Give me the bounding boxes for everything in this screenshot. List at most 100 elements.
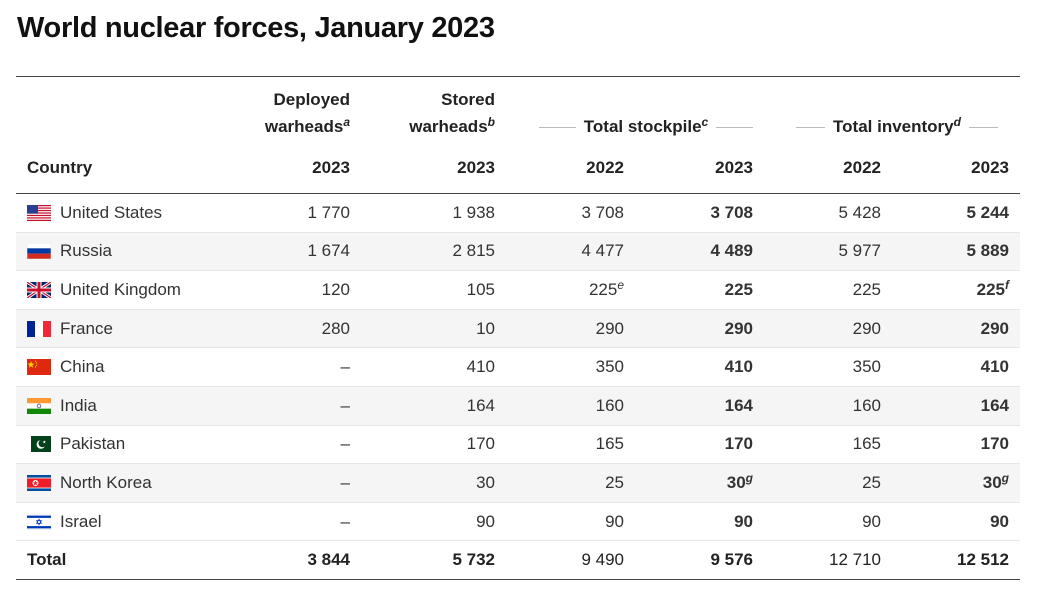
header-total-stockpile: Total stockpilec: [539, 113, 754, 141]
value-cell-inv23: 90: [881, 502, 1009, 542]
value-cell-inv22: 165: [753, 425, 881, 465]
value-cell-stock22: 290: [495, 309, 624, 349]
value-inv23: 5 889: [966, 241, 1009, 261]
value-inv22: 165: [852, 434, 881, 454]
value-stored: 164: [466, 395, 495, 415]
value-stored: 10: [476, 318, 495, 338]
uk-flag-icon: [26, 280, 52, 300]
header-deployed-warheads: Deployed warheadsa: [230, 86, 350, 140]
pakistan-flag-icon: [27, 436, 51, 453]
value-stored: 410: [466, 357, 495, 377]
value-inv23: 30: [982, 472, 1002, 492]
value-stored: 1 938: [452, 202, 495, 222]
spacer-cell: [1009, 194, 1020, 233]
value-cell-stock22: 25: [495, 463, 624, 503]
china-flag-icon: [27, 359, 51, 376]
france-flag-icon: [27, 320, 51, 337]
spacer-cell: [1009, 309, 1020, 349]
country-name: Israel: [60, 511, 102, 531]
table-row: India – 164 160 164 160 164: [16, 386, 1020, 426]
table-row: United States 1 770 1 938 3 708 3 708 5 428 5 …: [16, 194, 1020, 233]
value-inv22: 5 977: [838, 241, 881, 261]
israel-flag-icon: [26, 513, 52, 530]
header-year: 2022: [843, 158, 881, 177]
value-inv23: 5 244: [966, 202, 1009, 222]
spacer-cell: [1009, 463, 1020, 503]
value-cell-stock22: 3 708: [495, 194, 624, 233]
value-cell-stock23: 30g: [624, 463, 753, 503]
value-stock22: 350: [595, 357, 624, 377]
value-deployed: 1 674: [307, 241, 350, 261]
value-cell-deployed: –: [248, 463, 350, 503]
value-cell-stock23: 290: [624, 309, 753, 349]
value-inv22: 25: [862, 472, 881, 492]
value-stock23: 3 708: [710, 202, 753, 222]
total-label: Total: [16, 540, 248, 580]
value-stock22: 165: [595, 434, 624, 454]
value-inv22: 290: [852, 318, 881, 338]
value-inv22: 350: [852, 357, 881, 377]
value-cell-stock22: 4 477: [495, 232, 624, 272]
header-rule-right: [968, 126, 998, 128]
total-stock22: 9 490: [495, 540, 624, 580]
value-cell-inv23: 30g: [881, 463, 1009, 503]
value-stock23: 290: [724, 318, 753, 338]
nuclear-forces-table: United States 1 770 1 938 3 708 3 708 5 428 5 …: [16, 194, 1020, 580]
value-stock23: 170: [724, 434, 753, 454]
country-cell: China: [16, 347, 248, 387]
header-country: Country: [27, 158, 93, 177]
country-cell: North Korea: [16, 463, 248, 503]
country-cell: Russia: [16, 232, 248, 272]
russia-flag-icon: [26, 243, 52, 260]
value-cell-inv22: 5 977: [753, 232, 881, 272]
value-stock22: 90: [605, 511, 624, 531]
country-name: United Kingdom: [60, 279, 181, 299]
value-cell-deployed: 280: [248, 309, 350, 349]
value-deployed: –: [340, 472, 350, 492]
value-cell-stored: 10: [350, 309, 495, 349]
value-cell-inv22: 290: [753, 309, 881, 349]
footnote-marker: e: [617, 277, 624, 292]
value-cell-stock23: 3 708: [624, 194, 753, 233]
value-cell-stored: 30: [350, 463, 495, 503]
country-name: China: [60, 357, 105, 377]
country-name: Pakistan: [60, 434, 126, 454]
value-inv23: 170: [980, 434, 1009, 454]
spacer-cell: [1009, 502, 1020, 542]
value-cell-stored: 1 938: [350, 194, 495, 233]
value-cell-stock23: 90: [624, 502, 753, 542]
value-deployed: –: [340, 511, 350, 531]
value-cell-stock22: 165: [495, 425, 624, 465]
value-inv22: 90: [862, 511, 881, 531]
value-cell-stored: 164: [350, 386, 495, 426]
value-inv22: 160: [852, 395, 881, 415]
total-deployed: 3 844: [248, 540, 350, 580]
value-cell-inv23: 170: [881, 425, 1009, 465]
page-title: World nuclear forces, January 2023: [17, 12, 495, 44]
value-cell-deployed: –: [248, 386, 350, 426]
country-name: United States: [60, 202, 163, 222]
value-inv22: 225: [852, 279, 881, 299]
header-year: 2023: [971, 158, 1009, 177]
value-deployed: –: [340, 357, 350, 377]
value-cell-inv22: 25: [753, 463, 881, 503]
footnote-c: c: [701, 115, 709, 129]
value-inv23: 410: [980, 357, 1009, 377]
header-rule: [16, 193, 1020, 194]
table-row: North Korea –30 25 30g 25 30g: [16, 463, 1020, 503]
country-cell: United Kingdom: [16, 270, 248, 310]
header-total-inventory-label: Total inventoryd: [825, 116, 969, 137]
value-deployed: 280: [321, 318, 350, 338]
value-stock22: 3 708: [581, 202, 624, 222]
value-stock22: 290: [595, 318, 624, 338]
top-rule: [16, 76, 1020, 77]
table-row: Israel – 90 90 90 90 90: [16, 502, 1020, 542]
value-deployed: 120: [321, 279, 350, 299]
table-row: China – 410 350 410 350 410: [16, 347, 1020, 387]
value-stored: 90: [476, 511, 495, 531]
value-cell-stock22: 160: [495, 386, 624, 426]
north-korea-flag-icon: [27, 474, 51, 491]
value-cell-stock22: 225e: [495, 270, 624, 310]
table-row: Russia 1 674 2 815 4 477 4 489 5 977 5 889: [16, 232, 1020, 272]
spacer-cell: [1009, 270, 1020, 310]
